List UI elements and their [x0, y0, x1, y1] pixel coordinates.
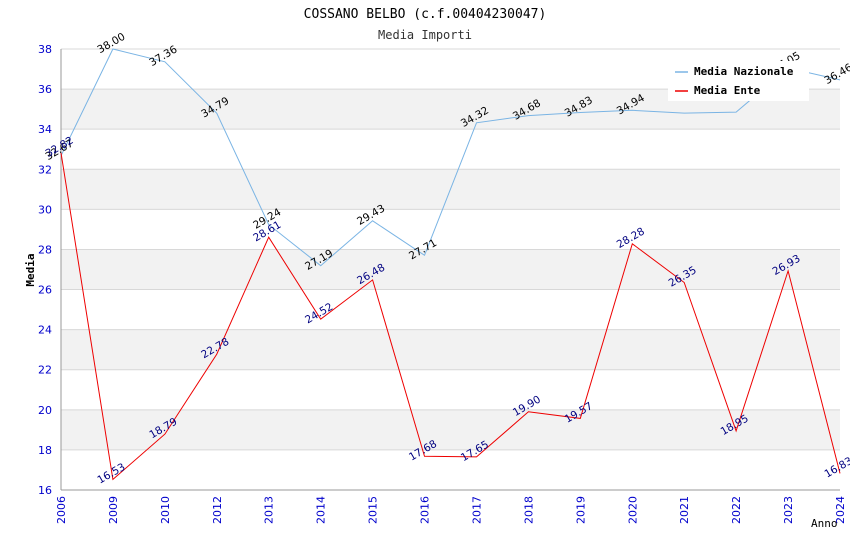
x-tick-2018: 2018	[522, 496, 535, 524]
x-tick-2006: 2006	[55, 496, 68, 524]
x-tick-2015: 2015	[367, 496, 380, 524]
x-tick-2021: 2021	[678, 496, 691, 524]
data-label-media-nazionale-2024: 36.46	[822, 61, 850, 87]
axes	[60, 49, 840, 491]
x-tick-2013: 2013	[263, 496, 276, 524]
y-tick-24: 24	[38, 324, 52, 337]
x-tick-2023: 2023	[782, 496, 795, 524]
chart-title: COSSANO BELBO (c.f.00404230047)	[304, 7, 547, 22]
x-tick-2019: 2019	[574, 496, 587, 524]
y-tick-18: 18	[38, 444, 52, 457]
data-label-media-nazionale-2010: 37.36	[147, 43, 179, 69]
y-tick-20: 20	[38, 404, 52, 417]
x-tick-labels: 2006 2009 2010 2012 2013 2014 2015 2016 2017 2018…	[55, 496, 847, 524]
y-tick-36: 36	[38, 83, 52, 96]
series-line-media-nazionale	[60, 48, 841, 267]
y-tick-30: 30	[38, 203, 52, 216]
x-tick-2017: 2017	[470, 496, 483, 524]
x-axis-label: Anno	[811, 517, 838, 530]
legend-label-media-nazionale: Media Nazionale	[694, 65, 794, 78]
y-tick-34: 34	[38, 123, 52, 136]
y-tick-32: 32	[38, 163, 52, 176]
y-tick-16: 16	[38, 484, 52, 497]
data-label-media-ente-2009: 16.53	[95, 461, 127, 486]
x-tick-2024: 2024	[834, 496, 847, 524]
x-tick-2012: 2012	[211, 496, 224, 524]
chart-subtitle: Media Importi	[378, 28, 472, 42]
legend-box	[668, 61, 809, 101]
series-lines	[60, 48, 841, 481]
x-tick-2010: 2010	[159, 496, 172, 524]
y-tick-labels: 16 18 20 22 24 26 28 30 32 34 36 38	[38, 43, 52, 497]
band-26-28	[61, 249, 840, 290]
x-tick-2022: 2022	[730, 496, 743, 524]
y-axis-label: Media	[24, 253, 37, 286]
band-18-20	[61, 409, 840, 450]
y-tick-22: 22	[38, 364, 52, 377]
gridlines	[61, 48, 840, 491]
y-tick-28: 28	[38, 243, 52, 256]
background-bands	[61, 89, 840, 450]
x-tick-2016: 2016	[419, 496, 432, 524]
x-tick-2014: 2014	[315, 496, 328, 524]
y-tick-38: 38	[38, 43, 52, 56]
x-tick-2009: 2009	[107, 496, 120, 524]
band-22-24	[61, 329, 840, 370]
y-tick-26: 26	[38, 284, 52, 297]
legend: Media Nazionale Media Ente	[668, 61, 809, 101]
data-label-media-ente-2020: 28.28	[615, 226, 647, 251]
data-label-media-ente-2014: 24.52	[303, 301, 335, 326]
x-tick-2020: 2020	[626, 496, 639, 524]
series-line-media-ente	[60, 152, 841, 481]
legend-label-media-ente: Media Ente	[694, 84, 761, 97]
